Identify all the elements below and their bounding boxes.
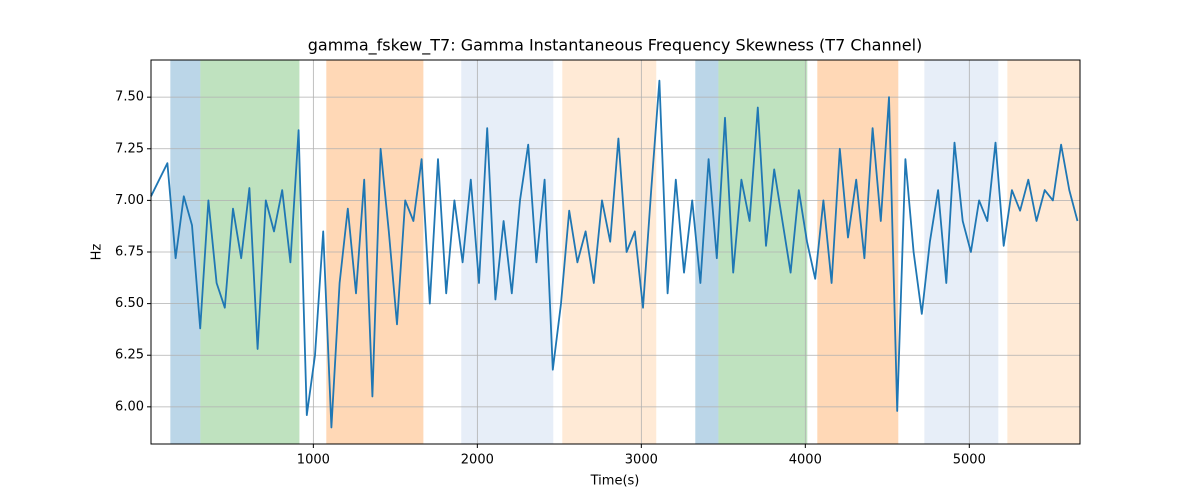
y-tick-label: 7.50: [115, 90, 144, 105]
y-tick-label: 6.25: [115, 348, 144, 363]
x-tick-label: 2000: [461, 453, 494, 468]
x-tick-label: 3000: [625, 453, 658, 468]
plot-frame: [150, 59, 1081, 445]
y-tick-label: 6.00: [115, 399, 144, 414]
chart-title: gamma_fskew_T7: Gamma Instantaneous Freq…: [308, 36, 923, 56]
y-tick-label: 6.75: [115, 245, 144, 260]
y-axis-label: Hz: [90, 244, 105, 261]
y-tick-label: 7.25: [115, 141, 144, 156]
y-tick-label: 6.50: [115, 296, 144, 311]
data-line: [150, 79, 1079, 429]
x-tick-label: 1000: [297, 453, 330, 468]
x-axis-label: Time(s): [590, 474, 640, 489]
y-tick-label: 7.00: [115, 193, 144, 208]
x-tick-label: 4000: [789, 453, 822, 468]
x-tick-label: 5000: [953, 453, 986, 468]
